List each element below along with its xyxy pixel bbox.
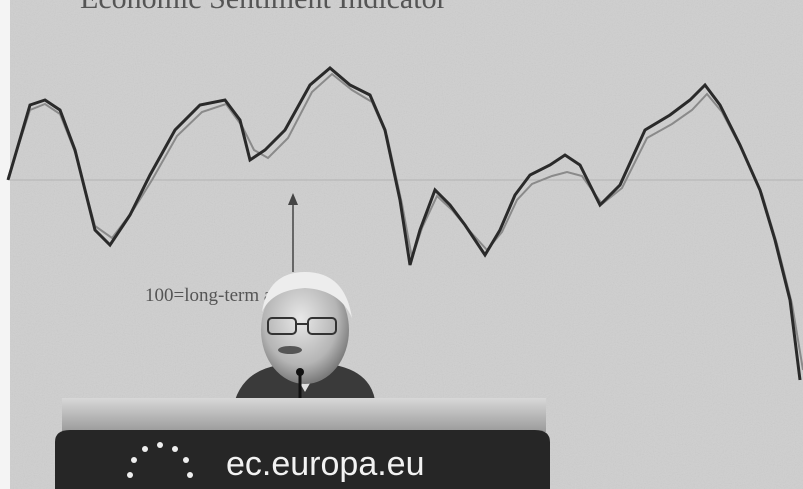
podium-top: [62, 398, 546, 432]
speaker-mouth: [278, 346, 302, 354]
left-margin: [0, 0, 10, 489]
chart-title: Economic Sentiment Indicator: [80, 0, 447, 15]
podium-url: ec.europa.eu: [226, 445, 425, 483]
microphone-head: [296, 368, 304, 376]
star: [131, 457, 137, 463]
page: Economic Sentiment Indicator 100=long-te…: [0, 0, 803, 489]
star: [157, 442, 163, 448]
star: [172, 446, 178, 452]
star: [183, 457, 189, 463]
star: [187, 472, 193, 478]
star: [142, 446, 148, 452]
photo: Economic Sentiment Indicator 100=long-te…: [0, 0, 803, 489]
star: [127, 472, 133, 478]
